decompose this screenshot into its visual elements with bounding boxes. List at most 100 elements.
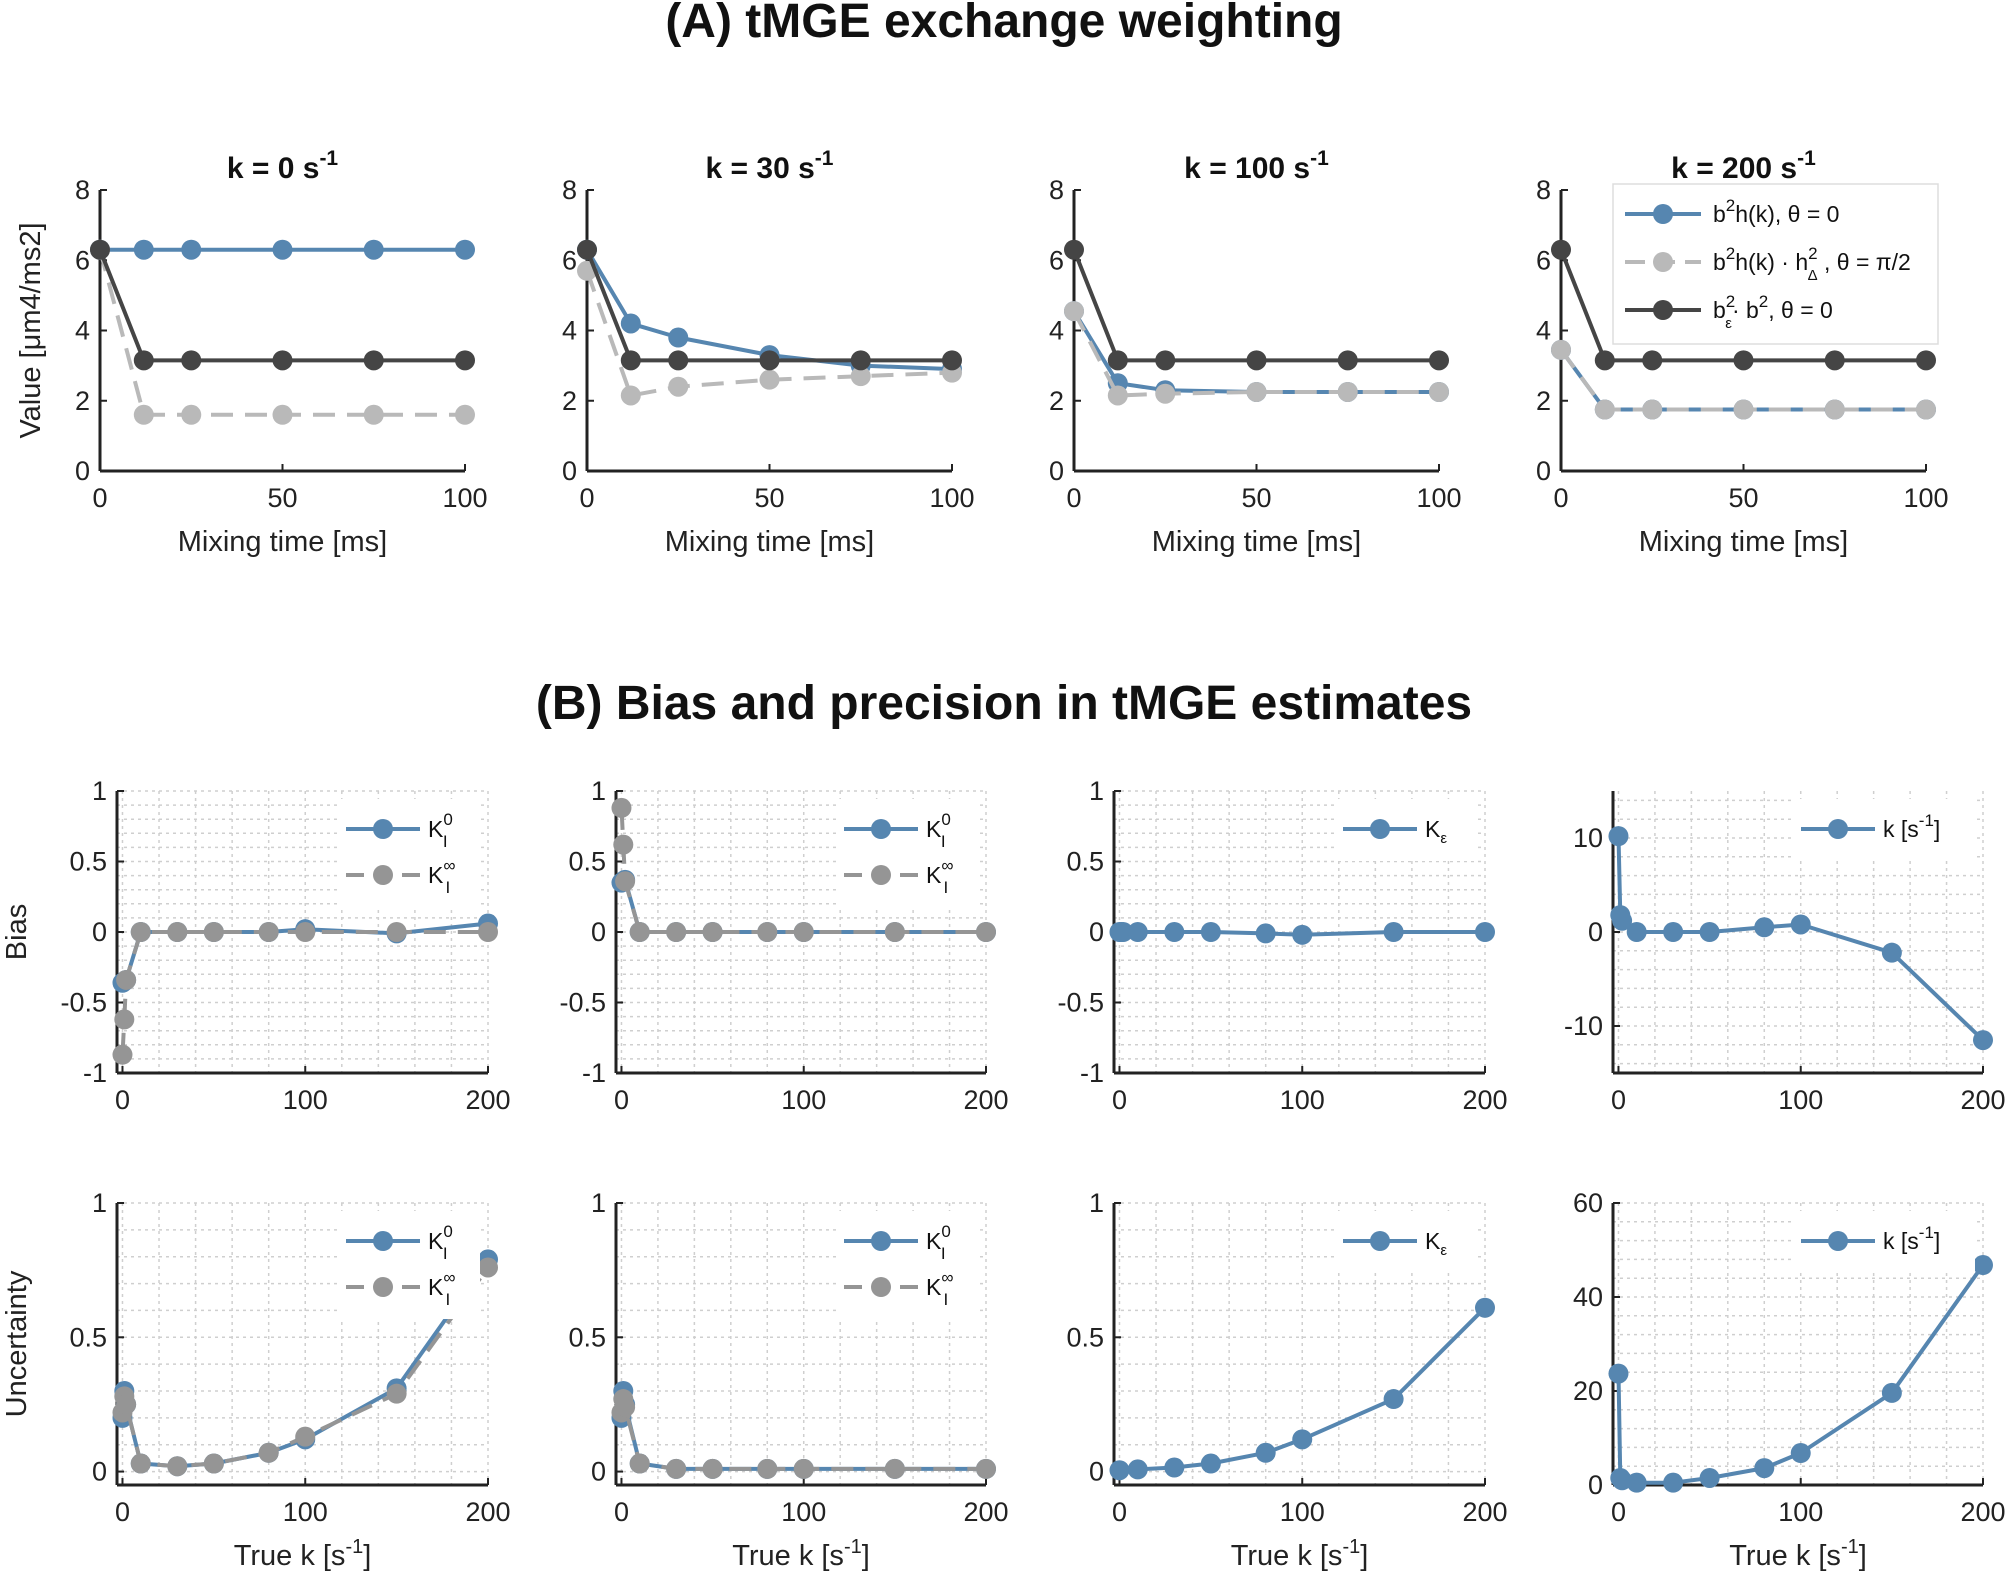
panel-title: k = 30 s-1 bbox=[706, 147, 834, 185]
legend-label: K∞ I bbox=[428, 1268, 455, 1309]
data-point bbox=[620, 350, 641, 371]
y-tick-label: 6 bbox=[562, 245, 577, 275]
panel-title-sup: -1 bbox=[1310, 147, 1329, 170]
data-point bbox=[850, 366, 871, 387]
legend: k [s-1] bbox=[1795, 799, 1975, 861]
data-point bbox=[976, 1458, 996, 1479]
series-line bbox=[120, 930, 488, 1055]
legend-sup: ∞ bbox=[443, 1268, 455, 1287]
x-tick-label: 100 bbox=[1280, 1497, 1325, 1527]
data-point bbox=[1200, 922, 1221, 942]
legend-sup: 2 bbox=[1808, 244, 1817, 263]
y-tick-label: 0.5 bbox=[568, 847, 606, 877]
legend-marker bbox=[1370, 819, 1390, 839]
data-point bbox=[613, 834, 634, 855]
data-point bbox=[1246, 350, 1267, 371]
panel-title-sup: -1 bbox=[319, 147, 338, 170]
data-point bbox=[1109, 1460, 1130, 1481]
data-point bbox=[167, 922, 188, 942]
y-tick-label: 0 bbox=[1089, 1457, 1104, 1487]
y-axis-label: Bias bbox=[1, 904, 33, 960]
data-point bbox=[478, 922, 498, 942]
legend-label: K0 I bbox=[428, 1222, 453, 1263]
panel-title-sup: -1 bbox=[1797, 147, 1816, 170]
x-axis-label-sup: -1 bbox=[345, 1536, 363, 1558]
x-axis-label: True k [s-1] bbox=[234, 1536, 372, 1572]
y-tick-label: 6 bbox=[1049, 245, 1064, 275]
y-tick-label: 0.5 bbox=[69, 1322, 107, 1352]
x-axis-label-text: Mixing time [ms] bbox=[665, 526, 874, 558]
legend-text: , θ = 0 bbox=[1768, 297, 1833, 323]
chart-a2: 0 2 4 6 8 0 50 100 k = 30 s-1 Mixing time [ms] bbox=[562, 147, 975, 558]
legend-sup: 2 bbox=[1759, 292, 1768, 311]
legend-sub: I bbox=[941, 1244, 946, 1263]
x-axis-label-text: True k [s bbox=[1231, 1540, 1343, 1572]
x-tick-label: 50 bbox=[1728, 483, 1758, 513]
data-point bbox=[181, 350, 202, 371]
legend-text: K bbox=[926, 816, 942, 842]
data-point bbox=[203, 1453, 224, 1474]
x-tick-label: 0 bbox=[115, 1085, 130, 1115]
legend-marker bbox=[871, 1231, 891, 1251]
data-point bbox=[1733, 350, 1754, 371]
data-point bbox=[620, 313, 641, 334]
data-point bbox=[757, 1458, 778, 1479]
data-point bbox=[759, 350, 780, 371]
x-tick-label: 0 bbox=[1553, 483, 1568, 513]
data-point bbox=[577, 239, 597, 260]
legend-text: h(k), bbox=[1735, 201, 1787, 227]
y-tick-label: -10 bbox=[1564, 1011, 1603, 1041]
y-tick-label: 1 bbox=[1089, 776, 1104, 806]
x-tick-label: 100 bbox=[1416, 483, 1461, 513]
y-tick-label: 20 bbox=[1573, 1376, 1603, 1406]
data-point bbox=[793, 1458, 814, 1479]
legend: K0 IK∞ I bbox=[838, 799, 978, 907]
x-axis-label-sup: -1 bbox=[844, 1536, 862, 1558]
panel-title: k = 100 s-1 bbox=[1184, 147, 1329, 185]
x-axis-label-sup: -1 bbox=[1342, 1536, 1360, 1558]
panel-title-text: k = 200 s bbox=[1671, 152, 1797, 185]
series-line bbox=[585, 248, 952, 363]
data-point bbox=[1916, 399, 1936, 420]
legend-text: K bbox=[926, 862, 942, 888]
legend-label: b2h(k) · h2 Δ , θ = π/2 bbox=[1713, 244, 1911, 284]
chart-b7: 0 0.5 1 0 100 200 True k [s-1] Kε bbox=[1066, 1188, 1507, 1572]
legend-sub: Δ bbox=[1808, 267, 1818, 284]
y-tick-label: 8 bbox=[75, 175, 90, 205]
data-point bbox=[1383, 922, 1404, 942]
data-point bbox=[1551, 239, 1571, 260]
legend: k [s-1] bbox=[1795, 1211, 1975, 1273]
legend-text: K bbox=[1425, 816, 1441, 842]
legend-label: k [s-1] bbox=[1883, 811, 1940, 842]
x-tick-label: 0 bbox=[579, 483, 594, 513]
x-axis-label-tail: ] bbox=[363, 1540, 371, 1572]
data-point bbox=[1973, 1030, 1993, 1051]
legend-label: Kε bbox=[1425, 1228, 1447, 1259]
legend-marker bbox=[1653, 252, 1673, 272]
y-tick-label: 0 bbox=[1536, 456, 1551, 486]
y-tick-label: 0.5 bbox=[69, 847, 107, 877]
legend: K0 I K∞ I bbox=[340, 1211, 480, 1319]
data-point bbox=[1292, 1429, 1313, 1450]
y-tick-label: -1 bbox=[1080, 1058, 1104, 1088]
chart-a1: 0 2 4 6 8 0 50 100 k = 0 s-1 Mixing time [ms] Valu… bbox=[15, 147, 488, 558]
legend-sub: I bbox=[443, 832, 448, 851]
legend-marker bbox=[1370, 1231, 1390, 1251]
x-axis-label-tail: ] bbox=[862, 1540, 870, 1572]
data-point bbox=[1255, 1442, 1276, 1463]
data-point bbox=[1475, 1297, 1495, 1318]
legend-text: ] bbox=[1934, 1228, 1940, 1254]
data-point bbox=[620, 385, 641, 406]
legend-marker bbox=[1653, 300, 1673, 320]
x-tick-label: 200 bbox=[465, 1085, 510, 1115]
y-tick-label: 1 bbox=[92, 776, 107, 806]
data-point bbox=[666, 922, 687, 942]
y-tick-label: 4 bbox=[562, 316, 577, 346]
x-tick-label: 100 bbox=[442, 483, 487, 513]
data-point bbox=[1164, 1457, 1185, 1478]
x-tick-label: 50 bbox=[754, 483, 784, 513]
legend-marker bbox=[373, 865, 393, 885]
data-point bbox=[976, 922, 996, 942]
